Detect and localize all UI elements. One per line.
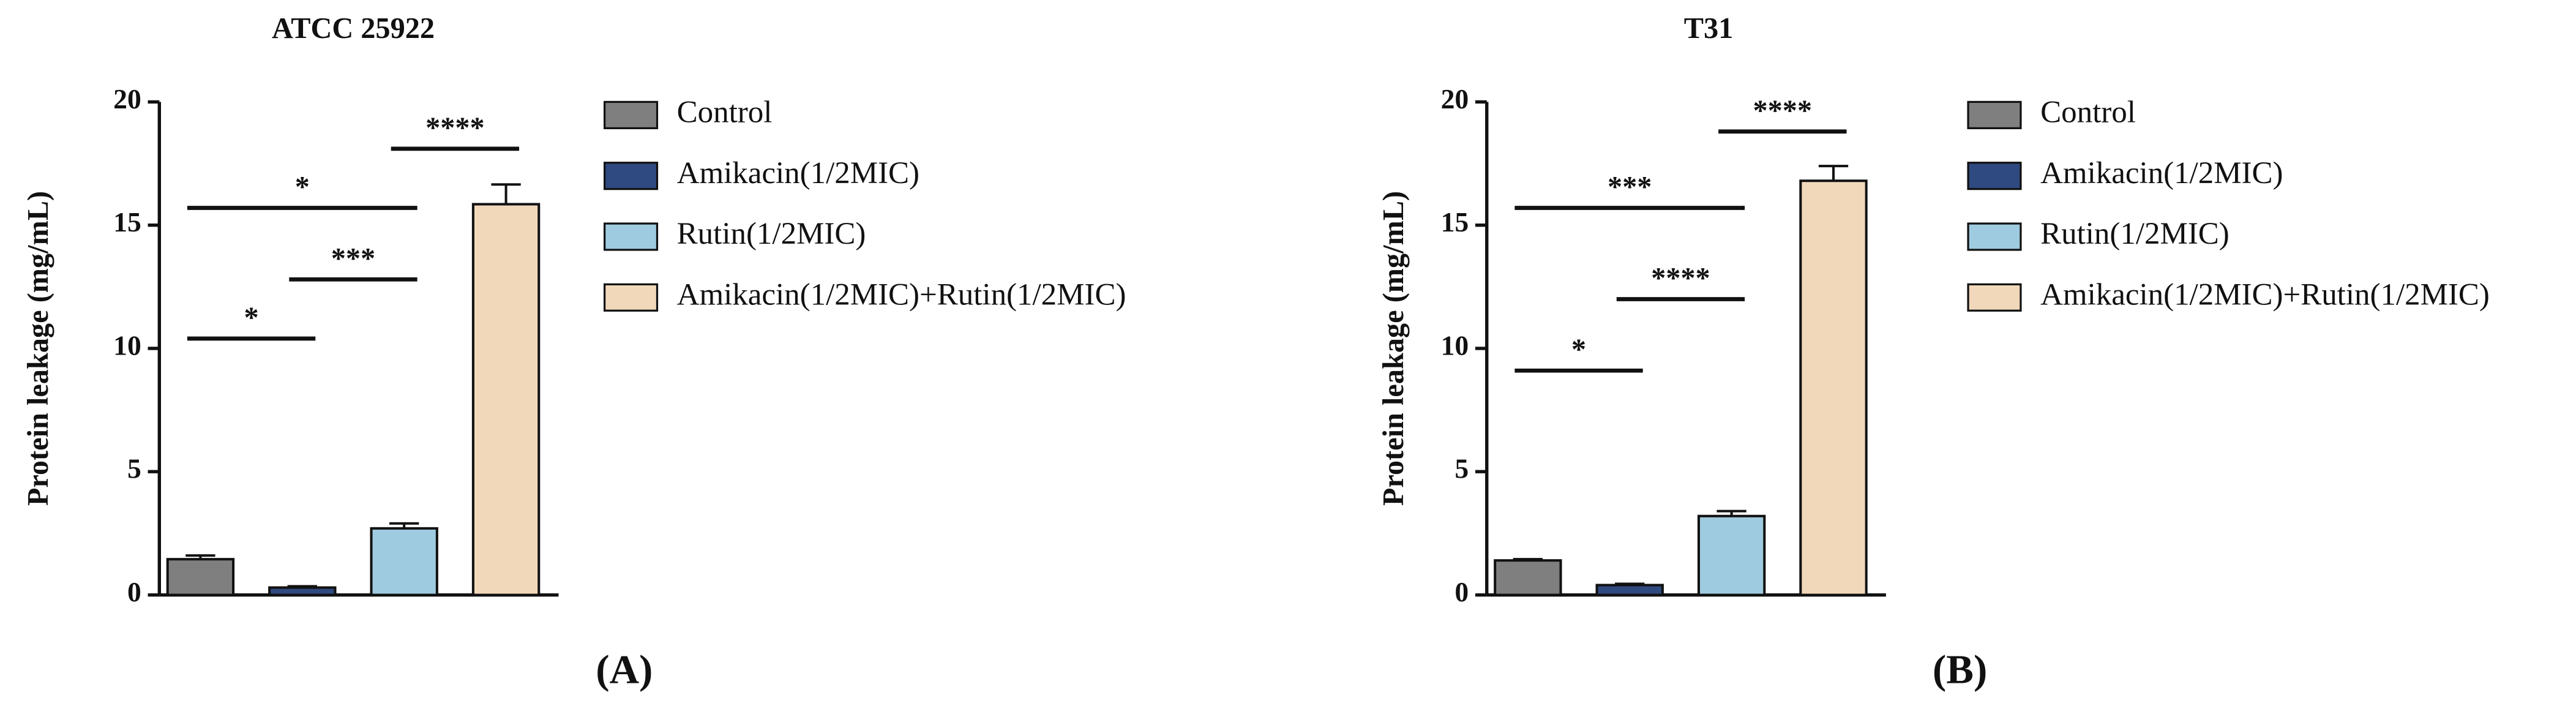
legend-swatch bbox=[1967, 222, 2022, 251]
y-tick-label: 15 bbox=[1441, 206, 1469, 238]
y-tick-label: 20 bbox=[113, 83, 141, 115]
panel-label: (A) bbox=[596, 647, 653, 693]
y-tick-label: 5 bbox=[1455, 453, 1469, 484]
y-tick-label: 10 bbox=[1441, 329, 1469, 361]
bar bbox=[370, 527, 438, 596]
y-tick-label: 15 bbox=[113, 206, 141, 238]
chart-title: T31 bbox=[1684, 12, 1734, 45]
y-tick-label: 0 bbox=[1455, 576, 1469, 607]
significance-label: **** bbox=[1753, 94, 1812, 127]
significance-label: **** bbox=[425, 111, 485, 144]
significance-label: **** bbox=[1651, 262, 1710, 295]
significance-label: *** bbox=[1608, 171, 1652, 203]
significance-label: * bbox=[295, 171, 310, 203]
legend-label: Amikacin(1/2MIC)+Rutin(1/2MIC) bbox=[677, 277, 1126, 312]
legend-label: Amikacin(1/2MIC) bbox=[2040, 156, 2283, 190]
legend-swatch bbox=[1967, 162, 2022, 190]
y-tick-label: 10 bbox=[113, 329, 141, 361]
chart-title: ATCC 25922 bbox=[272, 12, 435, 45]
y-tick-label: 20 bbox=[1441, 83, 1469, 115]
y-axis-label: Protein leakage (mg/mL) bbox=[22, 191, 54, 506]
significance-label: * bbox=[244, 301, 259, 334]
panel-label: (B) bbox=[1933, 647, 1987, 693]
bar bbox=[268, 586, 337, 596]
significance-label: *** bbox=[331, 243, 375, 275]
legend-label: Rutin(1/2MIC) bbox=[2040, 217, 2230, 251]
significance-label: * bbox=[1571, 334, 1586, 366]
legend-label: Control bbox=[2040, 96, 2136, 130]
legend-label: Rutin(1/2MIC) bbox=[677, 217, 866, 251]
y-tick-label: 0 bbox=[127, 576, 141, 607]
bar bbox=[166, 558, 235, 596]
legend-swatch bbox=[603, 100, 659, 129]
legend-swatch bbox=[603, 222, 659, 251]
legend-swatch bbox=[1967, 100, 2022, 129]
legend-swatch bbox=[603, 283, 659, 312]
legend-swatch bbox=[1967, 283, 2022, 312]
legend-label: Control bbox=[677, 96, 773, 130]
legend-label: Amikacin(1/2MIC) bbox=[677, 156, 919, 190]
legend-label: Amikacin(1/2MIC)+Rutin(1/2MIC) bbox=[2040, 277, 2490, 312]
bar bbox=[1799, 179, 1868, 596]
bar bbox=[1494, 559, 1562, 596]
y-axis-label: Protein leakage (mg/mL) bbox=[1377, 191, 1410, 506]
bar bbox=[1595, 584, 1664, 596]
y-tick-label: 5 bbox=[127, 453, 141, 484]
bar bbox=[471, 203, 541, 596]
legend-swatch bbox=[603, 162, 659, 190]
bar bbox=[1697, 514, 1766, 596]
